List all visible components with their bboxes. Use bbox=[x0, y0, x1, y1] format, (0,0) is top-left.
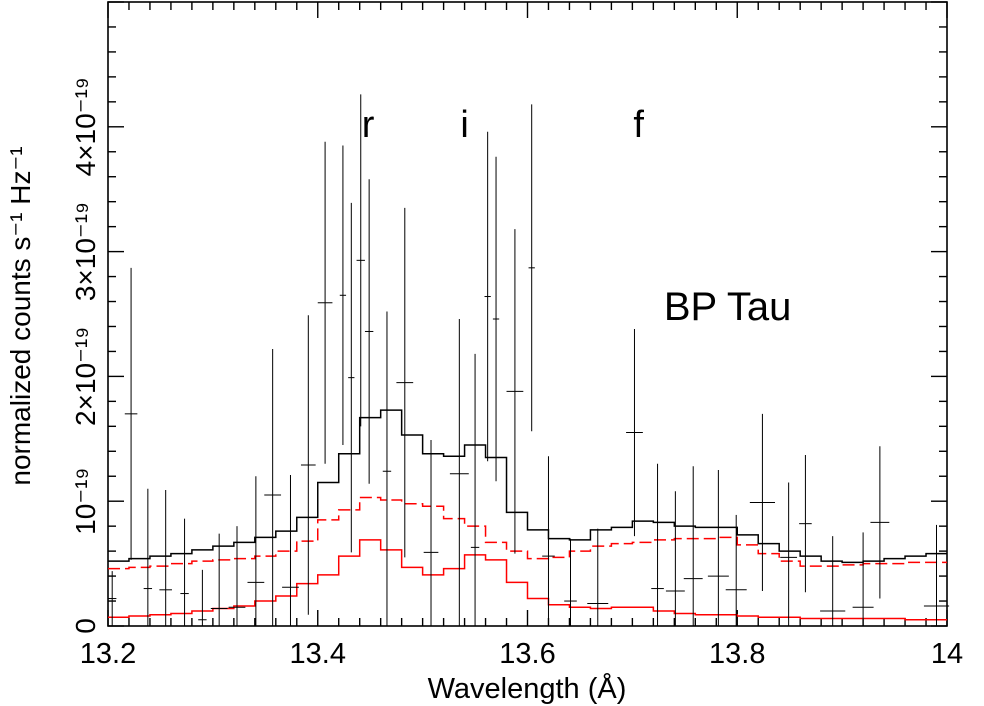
data-point bbox=[317, 141, 333, 464]
data-point bbox=[780, 482, 798, 626]
data-point bbox=[528, 104, 535, 432]
data-point bbox=[210, 533, 228, 626]
model-histograms bbox=[108, 409, 947, 621]
plot-frame bbox=[107, 1, 948, 627]
x-tick-label: 13.8 bbox=[709, 638, 765, 670]
line-label: f bbox=[633, 104, 644, 146]
data-point bbox=[339, 145, 347, 446]
black-histogram-line bbox=[108, 409, 947, 564]
x-tick-label: 13.2 bbox=[80, 638, 136, 670]
y-tick-labels: 0 10⁻¹⁹ 2×10⁻¹⁹ 3×10⁻¹⁹ 4×10⁻¹⁹ bbox=[70, 77, 101, 634]
data-point bbox=[820, 536, 846, 626]
data-point bbox=[587, 528, 609, 626]
data-point bbox=[282, 474, 299, 626]
red-solid-histogram-line bbox=[108, 539, 947, 621]
data-point bbox=[564, 538, 577, 626]
data-point bbox=[542, 456, 555, 626]
data-point bbox=[651, 463, 664, 626]
data-point bbox=[348, 202, 355, 553]
line-label: r bbox=[362, 104, 375, 146]
object-label: BP Tau bbox=[664, 285, 792, 329]
data-point bbox=[626, 328, 643, 537]
data-points bbox=[108, 94, 950, 626]
line-label: i bbox=[460, 104, 468, 146]
y-tick-label: 4×10⁻¹⁹ bbox=[70, 77, 101, 176]
x-tick-labels: 13.2 13.4 13.6 13.8 14 bbox=[80, 638, 963, 670]
data-point bbox=[470, 353, 480, 626]
data-point bbox=[707, 470, 729, 626]
data-point bbox=[449, 318, 469, 626]
data-point bbox=[923, 524, 950, 626]
data-point bbox=[124, 267, 138, 560]
data-point bbox=[506, 229, 524, 554]
y-tick-label: 3×10⁻¹⁹ bbox=[70, 202, 101, 301]
x-tick-label: 13.4 bbox=[290, 638, 346, 670]
data-point bbox=[364, 179, 374, 484]
y-tick-label: 0 bbox=[70, 618, 101, 634]
data-point bbox=[264, 348, 282, 626]
data-point bbox=[247, 476, 265, 626]
data-point bbox=[749, 413, 776, 592]
y-axis-label: normalized counts s⁻¹ Hz⁻¹ bbox=[5, 146, 36, 485]
data-point bbox=[396, 207, 414, 558]
data-point bbox=[725, 514, 747, 626]
annotations: r i f BP Tau bbox=[362, 104, 792, 329]
x-axis-label: Wavelength (Å) bbox=[428, 672, 627, 705]
data-point bbox=[799, 455, 812, 593]
data-point bbox=[159, 489, 172, 626]
x-tick-label: 14 bbox=[931, 638, 963, 670]
data-point bbox=[300, 315, 316, 615]
data-point bbox=[180, 518, 189, 626]
data-point bbox=[356, 94, 365, 427]
data-point bbox=[870, 446, 890, 599]
data-point bbox=[228, 526, 246, 626]
axis-ticks bbox=[107, 1, 948, 627]
x-tick-label: 13.6 bbox=[499, 638, 555, 670]
data-point bbox=[492, 156, 500, 482]
data-point bbox=[665, 491, 685, 626]
data-point bbox=[484, 131, 491, 462]
data-point bbox=[143, 488, 153, 626]
data-point bbox=[108, 571, 117, 626]
red-dashed-histogram-line bbox=[108, 496, 947, 570]
y-tick-label: 2×10⁻¹⁹ bbox=[70, 327, 101, 426]
data-point bbox=[198, 569, 207, 626]
y-tick-label: 10⁻¹⁹ bbox=[70, 468, 101, 535]
data-point bbox=[423, 440, 439, 626]
data-point bbox=[683, 466, 703, 626]
data-point bbox=[382, 311, 392, 626]
data-point bbox=[852, 532, 874, 626]
